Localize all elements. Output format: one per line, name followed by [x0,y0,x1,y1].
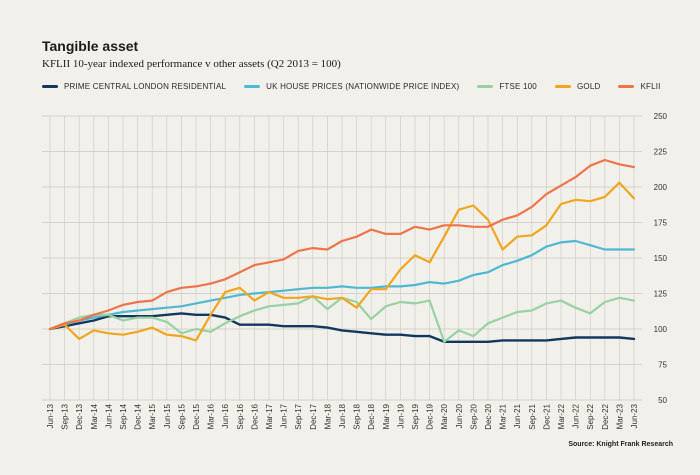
legend-item-ftse: FTSE 100 [477,82,537,91]
y-tick-label: 250 [654,112,668,121]
x-tick-label: Sep-16 [236,403,245,429]
x-tick-label: Mar-21 [499,403,508,429]
x-tick-label: Sep-15 [177,403,186,429]
y-tick-label: 125 [654,290,668,299]
x-tick-label: Jun-19 [396,403,405,428]
x-tick-label: Jun-22 [572,403,581,428]
x-tick-label: Jun-16 [221,403,230,428]
series-line-gold [48,181,636,342]
x-tick-label: Jun-20 [455,403,464,428]
x-tick-label: Sep-20 [469,403,478,429]
x-tick-label: Mar-22 [557,403,566,429]
chart-subtitle: KFLII 10-year indexed performance v othe… [42,58,341,70]
x-tick-label: Sep-21 [528,403,537,429]
legend-item-gold: GOLD [554,82,601,91]
x-tick-label: Sep-17 [294,403,303,429]
x-tick-label: Dec-14 [134,403,143,429]
legend-item-pcl: PRIME CENTRAL LONDON RESIDENTIAL [42,82,226,91]
legend-swatch-ftse [477,85,494,88]
chart-title: Tangible asset [42,38,139,54]
x-tick-label: Mar-18 [323,403,332,429]
x-tick-label: Dec-20 [484,403,493,429]
x-tick-label: Dec-15 [192,403,201,429]
x-tick-label: Sep-13 [61,403,70,429]
x-tick-label: Dec-19 [426,403,435,429]
x-tick-label: Mar-23 [615,403,624,429]
series-line-pcl [48,312,636,343]
x-tick-label: Jun-23 [630,403,639,428]
series-line-kflii [48,158,636,331]
series-line-uk [48,239,636,331]
y-tick-label: 200 [654,183,668,192]
x-tick-label: Jun-14 [104,403,113,428]
x-tick-label: Sep-19 [411,403,420,429]
legend-label-uk: UK HOUSE PRICES (NATIONWIDE PRICE INDEX) [266,82,460,91]
legend-swatch-kflii [618,85,635,88]
x-tick-label: Dec-21 [542,403,551,429]
x-tick-label: Jun-13 [46,403,55,428]
x-tick-label: Mar-15 [148,403,157,429]
x-tick-label: Mar-16 [207,403,216,429]
legend-label-kflii: KFLII [640,82,661,91]
legend-item-kflii: KFLII [618,82,660,91]
y-tick-label: 100 [654,325,668,334]
x-tick-label: Sep-14 [119,403,128,429]
legend-label-gold: GOLD [576,82,601,91]
x-tick-label: Jun-21 [513,403,522,428]
y-tick-label: 50 [658,396,667,405]
y-tick-label: 175 [654,219,668,228]
legend-swatch-uk [244,85,261,88]
y-tick-label: 225 [654,148,668,157]
x-tick-label: Jun-18 [338,403,347,428]
x-tick-label: Mar-19 [382,403,391,429]
legend-label-pcl: PRIME CENTRAL LONDON RESIDENTIAL [64,82,227,91]
x-tick-label: Dec-22 [601,403,610,429]
legend-swatch-pcl [42,85,58,88]
x-tick-label: Jun-15 [163,403,172,428]
x-tick-label: Dec-13 [75,403,84,429]
x-tick-label: Dec-16 [250,403,259,429]
x-tick-label: Sep-22 [586,403,595,429]
x-tick-label: Mar-14 [90,403,99,429]
x-tick-label: Jun-17 [280,403,289,428]
legend-label-ftse: FTSE 100 [499,82,537,91]
x-tick-label: Mar-17 [265,403,274,429]
x-tick-label: Mar-20 [440,403,449,429]
y-tick-label: 150 [654,254,668,263]
x-tick-label: Sep-18 [353,403,362,429]
legend-item-uk: UK HOUSE PRICES (NATIONWIDE PRICE INDEX) [244,82,459,91]
legend-swatch-gold [554,85,571,88]
y-tick-label: 75 [658,361,667,370]
source-note: Source: Knight Frank Research [568,441,673,448]
legend: PRIME CENTRAL LONDON RESIDENTIAL UK HOUS… [42,82,679,91]
x-tick-label: Dec-18 [367,403,376,429]
x-tick-label: Dec-17 [309,403,318,429]
